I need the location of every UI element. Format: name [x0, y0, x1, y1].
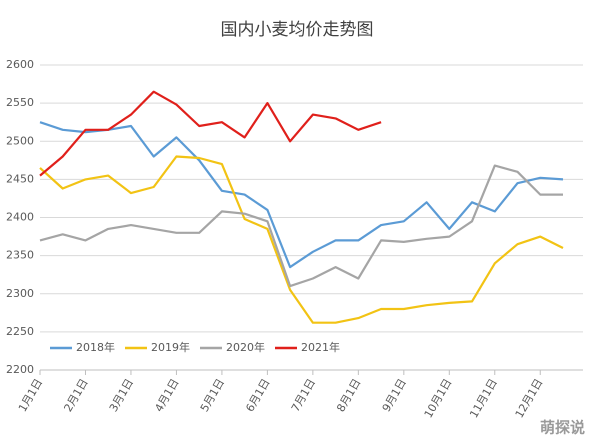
- series-line: [39, 90, 382, 177]
- legend-label: 2018年: [76, 340, 115, 354]
- y-tick-label: 2500: [6, 134, 34, 147]
- legend-label: 2020年: [226, 340, 265, 354]
- legend-label: 2019年: [151, 340, 190, 354]
- y-tick-label: 2200: [6, 363, 34, 376]
- watermark: 萌探说: [540, 419, 585, 437]
- y-tick-label: 2400: [6, 211, 34, 224]
- series-line: [39, 155, 564, 324]
- legend-label: 2021年: [301, 340, 340, 354]
- y-tick-label: 2250: [6, 325, 34, 338]
- y-tick-label: 2550: [6, 96, 34, 109]
- series-line: [39, 164, 563, 288]
- y-tick-label: 2600: [6, 58, 34, 71]
- y-tick-label: 2450: [6, 172, 34, 185]
- y-tick-label: 2300: [6, 287, 34, 300]
- series-line: [39, 121, 564, 269]
- chart-title: 国内小麦均价走势图: [221, 20, 374, 40]
- y-tick-label: 2350: [6, 249, 34, 262]
